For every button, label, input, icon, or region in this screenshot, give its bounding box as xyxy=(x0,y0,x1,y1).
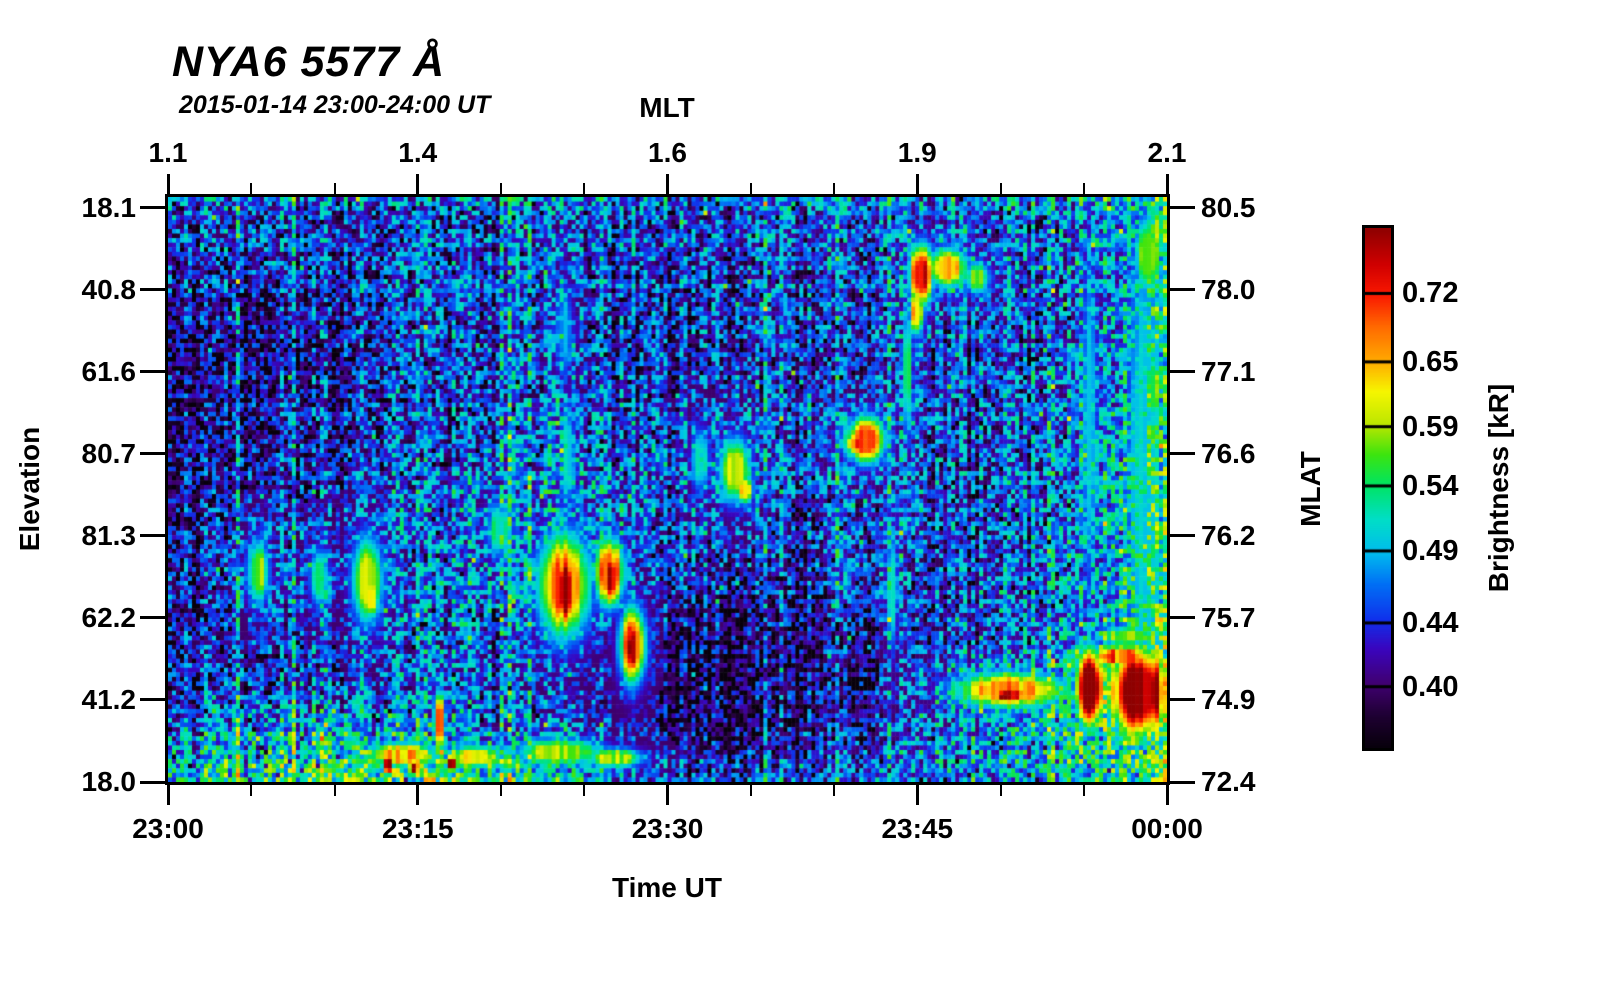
left-axis-major-tick xyxy=(140,616,165,620)
top-axis-tick-label: 1.6 xyxy=(648,137,687,168)
bottom-axis-minor-tick xyxy=(333,785,336,796)
top-axis-minor-tick xyxy=(583,183,586,194)
right-axis-tick-label: 72.4 xyxy=(1201,766,1256,797)
left-axis-major-tick xyxy=(140,452,165,456)
top-axis-minor-tick xyxy=(333,183,336,194)
bottom-axis-major-tick xyxy=(166,785,170,805)
bottom-axis-major-tick xyxy=(416,785,420,805)
colorbar-tick-label: 0.44 xyxy=(1402,606,1459,639)
left-axis-major-tick xyxy=(140,780,165,784)
right-axis-major-tick xyxy=(1170,616,1195,620)
left-axis-major-tick xyxy=(140,206,165,210)
bottom-axis-minor-tick xyxy=(999,785,1002,796)
right-axis-tick-label: 78.0 xyxy=(1201,273,1256,305)
top-axis-tick-label: 2.1 xyxy=(1147,137,1187,168)
left-axis-major-tick xyxy=(140,698,165,702)
colorbar-tick-label: 0.59 xyxy=(1402,410,1459,443)
colorbar-tick-label: 0.72 xyxy=(1402,277,1459,310)
bottom-axis-tick-label: 23:30 xyxy=(631,813,704,844)
bottom-axis-minor-tick xyxy=(749,785,752,796)
top-axis-major-tick xyxy=(416,174,420,194)
left-axis-tick-label: 80.7 xyxy=(81,437,137,469)
keogram-heatmap-canvas xyxy=(168,197,1167,782)
bottom-axis-tick-label: 23:00 xyxy=(132,813,204,844)
right-axis-major-tick xyxy=(1170,206,1195,210)
colorbar-canvas xyxy=(1365,228,1391,748)
bottom-axis-minor-tick xyxy=(250,785,253,796)
left-axis-tick-label: 40.8 xyxy=(81,273,137,305)
colorbar-tick-label: 0.49 xyxy=(1402,534,1459,567)
colorbar-title-text: Brightness [kR] xyxy=(1483,383,1514,593)
top-axis-major-tick xyxy=(666,174,669,194)
bottom-axis-minor-tick xyxy=(500,785,502,796)
right-axis-tick-label: 76.6 xyxy=(1201,437,1256,469)
left-axis-tick-label: 61.6 xyxy=(81,355,137,387)
top-axis-title: MLT xyxy=(639,92,695,123)
bottom-axis-major-tick xyxy=(1165,785,1169,805)
right-axis-major-tick xyxy=(1170,534,1195,538)
top-axis-tick-label: 1.1 xyxy=(148,137,188,168)
bottom-axis-tick-label: 23:15 xyxy=(381,813,454,844)
right-axis-tick-label: 75.7 xyxy=(1201,601,1256,633)
left-axis-major-tick xyxy=(140,288,165,292)
colorbar-tick-label: 0.65 xyxy=(1402,345,1459,378)
colorbar-tick-label: 0.54 xyxy=(1402,469,1459,502)
top-axis-major-tick xyxy=(1165,174,1169,194)
bottom-axis-minor-tick xyxy=(583,785,586,796)
right-axis-major-tick xyxy=(1170,288,1195,292)
top-axis-tick-label: 1.9 xyxy=(897,137,937,168)
right-axis-major-tick xyxy=(1170,370,1195,374)
right-axis-major-tick xyxy=(1170,698,1195,702)
right-axis-major-tick xyxy=(1170,452,1195,456)
left-axis-tick-label: 62.2 xyxy=(81,601,137,633)
left-axis-tick-label: 81.3 xyxy=(81,519,137,551)
bottom-axis-title: Time UT xyxy=(612,872,722,903)
colorbar-tick-label: 0.40 xyxy=(1402,670,1459,703)
figure-subtitle: 2015-01-14 23:00-24:00 UT xyxy=(179,91,491,119)
right-axis-tick-label: 77.1 xyxy=(1201,355,1256,387)
top-axis-major-tick xyxy=(915,174,919,194)
figure-title: NYA6 5577 Å xyxy=(172,38,446,86)
right-axis-tick-label: 74.9 xyxy=(1201,683,1256,715)
bottom-axis-minor-tick xyxy=(833,785,835,796)
bottom-axis-minor-tick xyxy=(1082,785,1085,796)
left-axis-major-tick xyxy=(140,534,165,538)
top-axis-minor-tick xyxy=(1082,183,1085,194)
bottom-axis-tick-label: 23:45 xyxy=(881,813,954,844)
left-axis-major-tick xyxy=(140,370,165,374)
top-axis-minor-tick xyxy=(749,183,752,194)
top-axis-minor-tick xyxy=(250,183,253,194)
right-axis-tick-label: 76.2 xyxy=(1201,519,1256,551)
left-axis-tick-label: 18.1 xyxy=(81,191,137,223)
right-axis-major-tick xyxy=(1170,780,1195,784)
top-axis-minor-tick xyxy=(833,183,835,194)
bottom-axis-major-tick xyxy=(666,785,669,805)
left-axis-tick-label: 18.0 xyxy=(81,766,137,797)
bottom-axis-tick-label: 00:00 xyxy=(1131,813,1203,844)
right-axis-tick-label: 80.5 xyxy=(1201,191,1256,223)
top-axis-minor-tick xyxy=(999,183,1002,194)
top-axis-minor-tick xyxy=(500,183,502,194)
bottom-axis-major-tick xyxy=(915,785,919,805)
top-axis-major-tick xyxy=(166,174,170,194)
top-axis-tick-label: 1.4 xyxy=(398,137,438,168)
left-axis-tick-label: 41.2 xyxy=(81,683,137,715)
